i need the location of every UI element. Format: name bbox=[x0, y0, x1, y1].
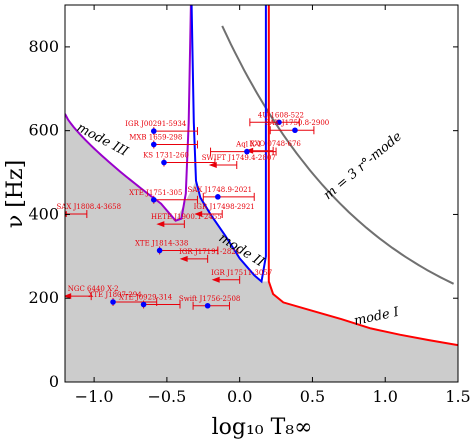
source-label: EXO 0748-676 bbox=[249, 140, 301, 148]
x-tick-label: 0.5 bbox=[300, 387, 325, 406]
mode-curves bbox=[65, 5, 458, 347]
source-point bbox=[150, 128, 157, 134]
source-label: IGR J17498-2921 bbox=[194, 203, 255, 211]
source-points bbox=[65, 118, 315, 310]
upper-limit-arrow bbox=[179, 255, 188, 262]
plot-frame bbox=[64, 4, 459, 383]
source-label: XTE J0929-314 bbox=[119, 294, 173, 302]
axis-ticks: −1.0 −0.5 0.0 0.5 1.0 1.5 0 200 400 600 800 bbox=[28, 5, 471, 406]
upper-limit-arrow bbox=[156, 221, 165, 228]
source-label: Aql X-1 bbox=[235, 141, 262, 149]
r-mode-label: m = 3 r°-mode bbox=[321, 129, 405, 203]
source-point bbox=[292, 127, 298, 134]
x-tick-label: −0.5 bbox=[147, 387, 186, 406]
source-point bbox=[244, 148, 250, 155]
source-label: MXB 1659-298 bbox=[129, 133, 182, 141]
y-tick-label: 400 bbox=[28, 204, 59, 223]
source-point bbox=[161, 159, 167, 166]
source-point bbox=[110, 299, 116, 305]
x-tick-label: 1.5 bbox=[445, 387, 470, 406]
source-label: IGR J00291-5934 bbox=[125, 120, 187, 128]
stable-region-shading bbox=[65, 113, 458, 382]
source-label: NGC 6440 X-2 bbox=[68, 285, 119, 293]
mode-II-curve bbox=[190, 5, 267, 284]
source-label: SWIFT J1749.4-2807 bbox=[202, 154, 276, 162]
source-point bbox=[156, 247, 163, 254]
source-label: 4U 1608-522 bbox=[258, 111, 304, 119]
source-point bbox=[150, 141, 157, 148]
y-tick-label: 200 bbox=[28, 288, 59, 307]
source-point bbox=[140, 301, 147, 308]
source-label: SAX J1750.8-2900 bbox=[265, 119, 330, 127]
upper-limit-arrow bbox=[194, 211, 203, 218]
mode-I-label: mode I bbox=[353, 305, 401, 329]
source-point bbox=[215, 194, 221, 200]
x-axis-label: log₁₀ T₈∞ bbox=[212, 415, 313, 440]
source-label: IGR J17191-2821 bbox=[179, 248, 240, 256]
source-label: KS 1731-260 bbox=[143, 152, 189, 160]
source-label: XTE J1814-338 bbox=[135, 239, 188, 247]
mode-I-curve bbox=[267, 5, 458, 347]
mode-III-curve bbox=[65, 5, 192, 222]
y-tick-label: 600 bbox=[28, 121, 59, 140]
source-point bbox=[150, 196, 157, 203]
x-tick-label: 0.0 bbox=[227, 387, 252, 406]
source-label: HETE J1900.1-2455 bbox=[151, 213, 222, 221]
x-tick-label: −1.0 bbox=[75, 387, 114, 406]
source-label: XTE J1807-294 bbox=[88, 291, 142, 299]
stable-region bbox=[65, 113, 458, 382]
y-axis-label: ν [Hz] bbox=[3, 160, 28, 228]
upper-limit-arrow bbox=[65, 293, 72, 300]
upper-limit-arrow bbox=[211, 276, 220, 283]
source-label: XTE J1751-305 bbox=[129, 189, 182, 197]
source-label: SAX J1808.4-3658 bbox=[57, 203, 122, 211]
source-label: IGR J17511-3057 bbox=[211, 269, 272, 277]
source-point bbox=[204, 302, 211, 309]
source-point bbox=[276, 119, 282, 126]
upper-limit-arrow bbox=[208, 162, 217, 169]
source-label: Swift J1756-2508 bbox=[179, 295, 240, 303]
source-label: SAX J1748.9-2021 bbox=[188, 186, 253, 194]
y-tick-label: 0 bbox=[49, 372, 59, 391]
r-mode-curve bbox=[221, 25, 455, 285]
x-tick-label: 1.0 bbox=[372, 387, 397, 406]
y-tick-label: 800 bbox=[28, 37, 59, 56]
